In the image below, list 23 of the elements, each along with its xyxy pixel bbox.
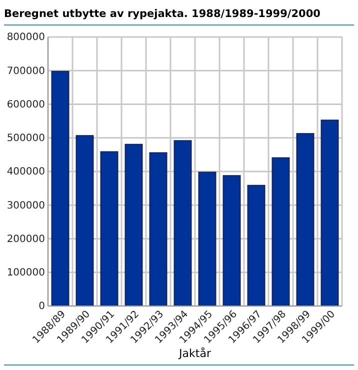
x-axis-title: Jaktår <box>178 347 212 360</box>
bar <box>198 172 216 306</box>
y-tick-label: 400000 <box>6 166 45 178</box>
y-tick-label: 0 <box>38 301 45 312</box>
y-tick-label: 300000 <box>6 200 45 212</box>
bar <box>149 152 168 306</box>
bar <box>296 133 314 306</box>
bar <box>100 151 118 306</box>
bar <box>51 70 70 306</box>
bar <box>174 140 192 306</box>
y-tick-label: 800000 <box>6 32 45 44</box>
bar <box>320 120 339 306</box>
bar <box>76 135 94 306</box>
bar <box>272 157 290 306</box>
chart-title: Beregnet utbytte av rypejakta. 1988/1989-1999/2000 <box>4 8 320 20</box>
bar <box>247 184 266 306</box>
y-tick-label: 500000 <box>6 133 45 144</box>
bar <box>124 144 143 306</box>
y-tick-label: 100000 <box>6 268 45 279</box>
y-tick-label: 700000 <box>6 66 45 77</box>
y-tick-label: 600000 <box>6 99 45 110</box>
bar <box>222 175 241 306</box>
y-tick-label: 200000 <box>6 234 45 245</box>
